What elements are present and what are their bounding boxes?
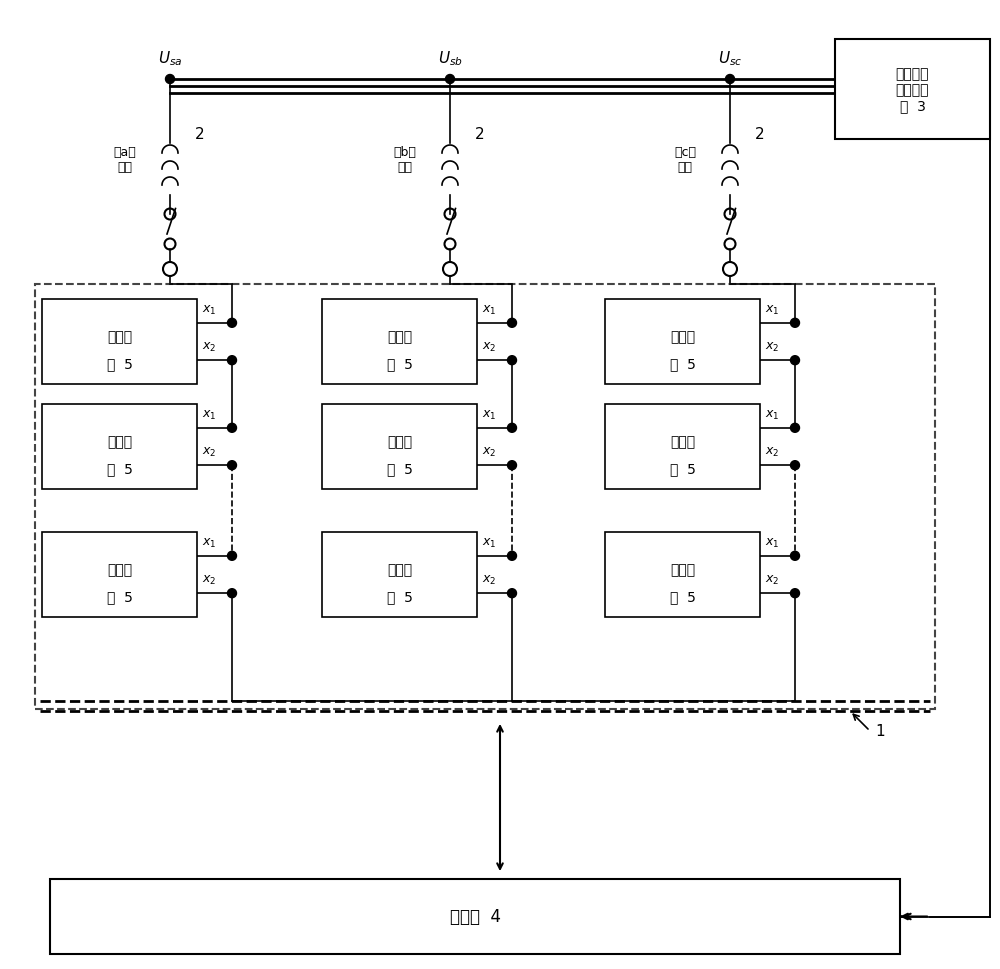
Text: 级联单: 级联单 bbox=[670, 435, 695, 449]
Text: $x_2$: $x_2$ bbox=[765, 574, 779, 586]
Circle shape bbox=[228, 461, 237, 470]
Text: $x_2$: $x_2$ bbox=[765, 341, 779, 354]
Text: 元  5: 元 5 bbox=[670, 462, 695, 476]
Text: 元  5: 元 5 bbox=[670, 590, 695, 604]
FancyBboxPatch shape bbox=[322, 532, 477, 617]
Text: 元  5: 元 5 bbox=[387, 462, 412, 476]
Text: 级联单: 级联单 bbox=[670, 330, 695, 344]
Text: 级联单: 级联单 bbox=[387, 563, 412, 577]
Text: $x_2$: $x_2$ bbox=[765, 446, 779, 458]
FancyBboxPatch shape bbox=[322, 405, 477, 489]
Text: 接c相
负载: 接c相 负载 bbox=[674, 146, 696, 173]
Text: 级联单: 级联单 bbox=[387, 435, 412, 449]
FancyBboxPatch shape bbox=[42, 532, 197, 617]
Text: 级联单: 级联单 bbox=[107, 563, 132, 577]
Text: $x_1$: $x_1$ bbox=[202, 303, 216, 317]
Circle shape bbox=[790, 319, 799, 328]
Text: $x_1$: $x_1$ bbox=[765, 536, 779, 549]
Text: $x_2$: $x_2$ bbox=[482, 446, 496, 458]
Text: 级联单: 级联单 bbox=[670, 563, 695, 577]
Circle shape bbox=[228, 589, 237, 598]
Circle shape bbox=[790, 551, 799, 561]
FancyBboxPatch shape bbox=[605, 532, 760, 617]
Text: 元  5: 元 5 bbox=[670, 358, 695, 371]
Text: 元  5: 元 5 bbox=[387, 590, 412, 604]
Text: 控制器  4: 控制器 4 bbox=[450, 908, 501, 925]
Circle shape bbox=[508, 423, 516, 433]
Circle shape bbox=[508, 461, 516, 470]
Text: $x_1$: $x_1$ bbox=[202, 408, 216, 422]
FancyBboxPatch shape bbox=[322, 299, 477, 385]
Circle shape bbox=[790, 589, 799, 598]
Circle shape bbox=[166, 76, 175, 84]
Text: 级联单: 级联单 bbox=[387, 330, 412, 344]
Text: 2: 2 bbox=[475, 127, 485, 142]
Text: 2: 2 bbox=[195, 127, 205, 142]
Text: $x_1$: $x_1$ bbox=[482, 408, 496, 422]
FancyBboxPatch shape bbox=[605, 405, 760, 489]
Text: 2: 2 bbox=[755, 127, 765, 142]
Text: 级联单: 级联单 bbox=[107, 330, 132, 344]
FancyBboxPatch shape bbox=[835, 40, 990, 140]
Circle shape bbox=[508, 589, 516, 598]
Circle shape bbox=[228, 423, 237, 433]
Text: $x_2$: $x_2$ bbox=[202, 446, 216, 458]
Text: 接a相
负载: 接a相 负载 bbox=[114, 146, 136, 173]
Text: 元  5: 元 5 bbox=[387, 358, 412, 371]
FancyBboxPatch shape bbox=[42, 299, 197, 385]
Text: $U_{sc}$: $U_{sc}$ bbox=[718, 49, 742, 68]
Text: $x_1$: $x_1$ bbox=[765, 408, 779, 422]
Circle shape bbox=[790, 423, 799, 433]
Text: $x_1$: $x_1$ bbox=[482, 303, 496, 317]
Text: $x_1$: $x_1$ bbox=[482, 536, 496, 549]
FancyBboxPatch shape bbox=[605, 299, 760, 385]
Circle shape bbox=[790, 461, 799, 470]
Text: 接b相
负载: 接b相 负载 bbox=[394, 146, 416, 173]
Circle shape bbox=[446, 76, 455, 84]
FancyBboxPatch shape bbox=[50, 879, 900, 954]
Circle shape bbox=[508, 319, 516, 328]
Text: $x_1$: $x_1$ bbox=[202, 536, 216, 549]
Text: $x_2$: $x_2$ bbox=[482, 341, 496, 354]
Text: 元  5: 元 5 bbox=[107, 590, 132, 604]
Circle shape bbox=[790, 357, 799, 365]
Text: 1: 1 bbox=[875, 724, 885, 738]
Text: $x_1$: $x_1$ bbox=[765, 303, 779, 317]
Circle shape bbox=[726, 76, 734, 84]
Text: 元  5: 元 5 bbox=[107, 462, 132, 476]
FancyBboxPatch shape bbox=[42, 405, 197, 489]
Circle shape bbox=[508, 357, 516, 365]
Text: $U_{sa}$: $U_{sa}$ bbox=[158, 49, 182, 68]
Circle shape bbox=[228, 551, 237, 561]
Text: $x_2$: $x_2$ bbox=[202, 341, 216, 354]
Text: $x_2$: $x_2$ bbox=[482, 574, 496, 586]
Circle shape bbox=[508, 551, 516, 561]
Text: 级联单: 级联单 bbox=[107, 435, 132, 449]
Circle shape bbox=[228, 319, 237, 328]
Text: 电压和电
流检测单
元  3: 电压和电 流检测单 元 3 bbox=[896, 67, 929, 113]
Text: $U_{sb}$: $U_{sb}$ bbox=[438, 49, 462, 68]
Text: 元  5: 元 5 bbox=[107, 358, 132, 371]
Circle shape bbox=[228, 357, 237, 365]
Text: $x_2$: $x_2$ bbox=[202, 574, 216, 586]
